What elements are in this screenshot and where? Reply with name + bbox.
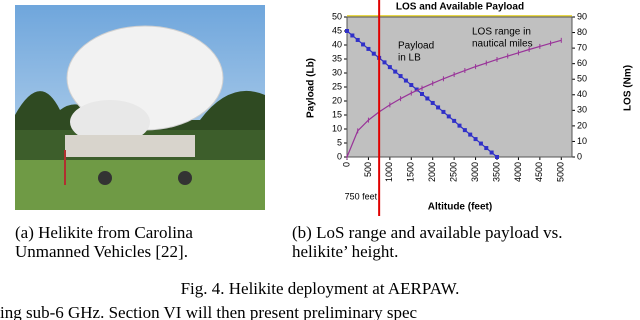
- data-marker: [473, 137, 478, 142]
- data-marker: [403, 78, 408, 83]
- x-tick-label: 5000: [556, 162, 566, 182]
- y-tick-label: 0: [337, 151, 342, 161]
- data-marker: [371, 51, 376, 56]
- data-marker: [436, 105, 441, 110]
- y-axis-label: Payload (Lb): [306, 58, 317, 118]
- y2-tick-label: 20: [577, 120, 587, 130]
- data-marker: [387, 65, 392, 70]
- caption-a-line: Unmanned Vehicles [22].: [15, 242, 188, 261]
- figure-caption: Fig. 4. Helikite deployment at AERPAW.: [181, 279, 460, 298]
- x-tick-label: 0: [341, 162, 351, 167]
- data-marker: [441, 109, 446, 114]
- x-tick-label: 1500: [406, 162, 416, 182]
- caption-b-line: helikite’ height.: [292, 242, 398, 261]
- x-tick-label: 4000: [513, 162, 523, 182]
- x-tick-label: 1000: [384, 162, 394, 182]
- y2-tick-label: 40: [577, 89, 587, 99]
- data-marker: [495, 155, 499, 159]
- data-marker: [462, 128, 467, 133]
- caption-a-line: (a) Helikite from Carolina: [15, 223, 193, 242]
- y2-axis-label: LOS (Nm): [623, 65, 634, 111]
- annotation: in LB: [398, 53, 421, 64]
- data-marker: [489, 150, 494, 155]
- y-tick-label: 35: [332, 53, 342, 63]
- data-marker: [478, 141, 483, 146]
- data-marker: [382, 60, 387, 65]
- x-tick-label: 2500: [449, 162, 459, 182]
- data-marker: [393, 69, 398, 74]
- y-tick-label: 5: [337, 137, 342, 147]
- x-tick-label: 2000: [427, 162, 437, 182]
- y-tick-label: 50: [332, 11, 342, 21]
- caption-b-line: (b) LoS range and available payload vs.: [292, 223, 563, 242]
- data-marker: [350, 33, 355, 38]
- data-marker: [457, 123, 462, 128]
- reference-label: 750 feet: [345, 191, 378, 201]
- data-marker: [425, 96, 430, 101]
- y-tick-label: 20: [332, 95, 342, 105]
- body-text-fragment: ing sub-6 GHz. Section VI will then pres…: [0, 303, 417, 320]
- data-marker: [484, 146, 489, 151]
- y2-tick-label: 70: [577, 42, 587, 52]
- data-marker: [366, 46, 371, 51]
- y2-tick-label: 0: [577, 151, 582, 161]
- data-marker: [409, 83, 414, 88]
- y2-tick-label: 10: [577, 136, 587, 146]
- y2-tick-label: 60: [577, 58, 587, 68]
- x-axis-label: Altitude (feet): [428, 202, 492, 213]
- y-tick-label: 15: [332, 109, 342, 119]
- annotation: nautical miles: [472, 39, 533, 50]
- plot-frame: [346, 16, 573, 158]
- data-marker: [452, 118, 457, 123]
- x-tick-label: 4500: [534, 162, 544, 182]
- plot-area: [347, 17, 572, 157]
- y-tick-label: 25: [332, 81, 342, 91]
- data-marker: [420, 92, 424, 96]
- data-marker: [355, 37, 360, 42]
- photo: [15, 5, 265, 210]
- data-marker: [398, 74, 403, 79]
- x-tick-label: 3000: [470, 162, 480, 182]
- annotation: LOS range in: [472, 27, 531, 38]
- data-marker: [468, 132, 473, 137]
- y-tick-label: 40: [332, 39, 342, 49]
- y2-tick-label: 90: [577, 11, 587, 21]
- y2-tick-label: 80: [577, 27, 587, 37]
- y-tick-label: 45: [332, 25, 342, 35]
- y-tick-label: 30: [332, 67, 342, 77]
- data-marker: [361, 42, 366, 47]
- x-tick-label: 500: [363, 162, 373, 177]
- data-marker: [414, 87, 419, 92]
- y-tick-label: 10: [332, 123, 342, 133]
- data-marker: [345, 29, 349, 33]
- x-tick-label: 3500: [491, 162, 501, 182]
- y2-tick-label: 50: [577, 74, 587, 84]
- annotation: Payload: [398, 41, 434, 52]
- y2-tick-label: 30: [577, 105, 587, 115]
- data-marker: [446, 114, 451, 119]
- chart-title: LOS and Available Payload: [396, 2, 524, 13]
- data-marker: [430, 100, 435, 105]
